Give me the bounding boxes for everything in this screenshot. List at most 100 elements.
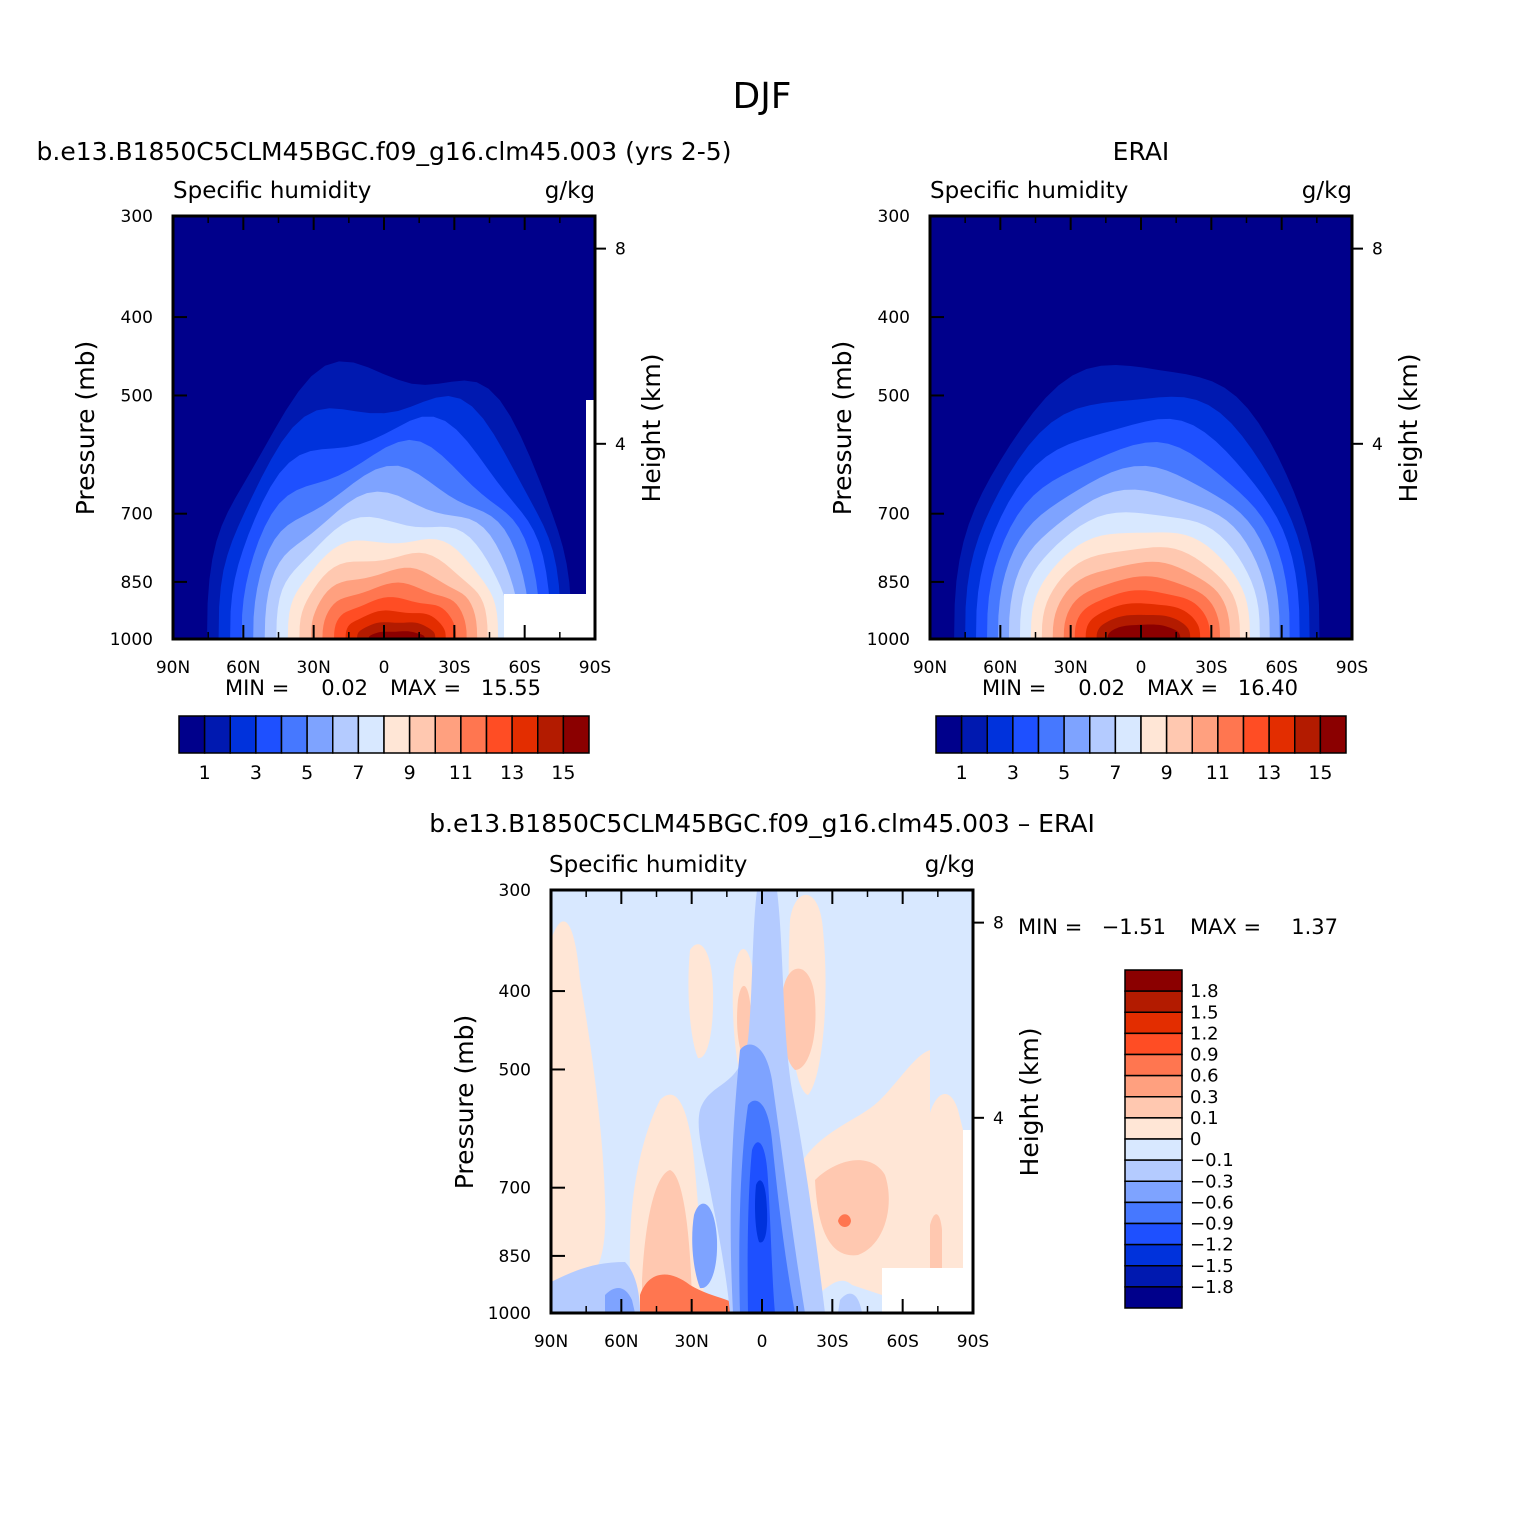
colorbar-swatch [1124,1159,1183,1182]
colorbar-label: 11 [449,762,473,784]
colorbar-swatch [1037,715,1065,754]
missing-data-patch [882,1268,973,1313]
y-tick-label: 300 [878,207,910,227]
x-tick-label: 30N [296,658,330,678]
colorbar-swatch [1124,1243,1183,1267]
colorbar-label: 15 [1308,762,1332,784]
colorbar-swatch [1191,715,1219,754]
y-axis: 300 400 500 700 850 1000 [867,207,944,650]
colorbar: 1 3 5 7 9 11 13 15 [935,715,1347,784]
height-axis-label: Height (km) [1394,354,1423,503]
colorbar-swatch [1124,1117,1183,1140]
min-label: MIN = [225,676,289,700]
colorbar-swatch [1242,715,1270,754]
colorbar-label: 3 [250,762,262,784]
y-tick-label: 500 [499,1060,531,1080]
colorbar-label: 0.6 [1190,1066,1219,1087]
colorbar-label: −0.3 [1190,1171,1234,1192]
height-axis: 84 [595,240,626,455]
x-tick-label: 60N [604,1332,638,1352]
panel-diff: b.e13.B1850C5CLM45BGC.f09_g16.clm45.003 … [429,809,1338,1352]
colorbar-label: −1.2 [1190,1235,1234,1256]
height-axis: 84 [1352,240,1383,455]
variable-label: Specific humidity [549,852,747,878]
colorbar-swatch [1124,1222,1183,1246]
panel-title: b.e13.B1850C5CLM45BGC.f09_g16.clm45.003 … [37,137,732,166]
colorbar-swatch [1124,969,1183,992]
x-axis: 90N 60N 30N 0 30S 60S 90S [156,216,611,678]
y-tick-label: 850 [121,573,153,593]
y-tick-label: 500 [121,386,153,406]
colorbar-label: 0 [1190,1129,1201,1150]
colorbar-swatch [460,715,488,754]
contour-field [173,216,595,639]
panel-title: ERAI [1113,137,1170,166]
height-tick-label: 4 [1372,435,1383,455]
y-tick-label: 850 [499,1247,531,1267]
max-value: 1.37 [1291,915,1338,939]
x-tick-label: 90S [579,658,611,678]
positive-anomaly-region [930,1214,942,1268]
colorbar-swatch [485,715,513,754]
colorbar-label: 1.5 [1190,1002,1219,1023]
colorbar-swatch [1124,1201,1183,1225]
colorbar-label: 11 [1206,762,1230,784]
x-tick-label: 60S [508,658,540,678]
max-label: MAX = [1190,915,1261,939]
colorbar-label: 5 [301,762,313,784]
colorbar-swatch [562,715,590,754]
colorbar-swatch [1165,715,1193,754]
height-tick-label: 4 [615,435,626,455]
colorbar-label: 9 [1161,762,1173,784]
x-tick-label: 30N [674,1332,708,1352]
positive-anomaly-region [838,1214,851,1227]
colorbar: 1 3 5 7 9 11 13 15 [178,715,590,784]
colorbar-swatch [1140,715,1168,754]
negative-anomaly-region [755,1180,768,1243]
colorbar-swatch [935,715,963,754]
contour-field [930,216,1352,639]
min-value: 0.02 [321,676,368,700]
x-tick-label: 90N [156,658,190,678]
colorbar-label: 5 [1058,762,1070,784]
positive-anomaly-region [815,1160,889,1256]
max-label: MAX = [390,676,461,700]
missing-data-strip [963,1130,973,1313]
colorbar-swatch [229,715,257,754]
positive-anomaly-region [782,968,816,1070]
colorbar-swatch [1124,1032,1183,1056]
panel-title: b.e13.B1850C5CLM45BGC.f09_g16.clm45.003 … [429,809,1095,838]
colorbar-swatch [1124,1074,1183,1098]
colorbar-swatch [1217,715,1245,754]
units-label: g/kg [925,852,975,878]
colorbar-label: 1 [199,762,211,784]
colorbar-swatch [203,715,231,754]
contour-field [551,890,973,1313]
x-tick-label: 0 [1136,658,1147,678]
colorbar-label: −1.8 [1190,1277,1234,1298]
colorbar-swatch [1124,1011,1183,1035]
x-axis: 90N 60N 30N 0 30S 60S 90S [913,216,1368,678]
colorbar-label: 3 [1007,762,1019,784]
colorbar-label: 0.3 [1190,1087,1219,1108]
x-tick-label: 0 [379,658,390,678]
colorbar-label: 1.8 [1190,981,1219,1002]
y-axis-label: Pressure (mb) [828,341,857,515]
x-axis: 90N 60N 30N 0 30S 60S 90S [534,890,989,1352]
y-axis: 300 400 500 700 850 1000 [110,207,187,650]
positive-anomaly-region [688,944,714,1059]
y-tick-label: 700 [878,505,910,525]
x-tick-label: 30S [438,658,470,678]
colorbar-label: −0.1 [1190,1150,1234,1171]
x-tick-label: 30S [1195,658,1227,678]
y-tick-label: 400 [878,308,910,328]
y-tick-label: 850 [878,573,910,593]
negative-anomaly-region [605,1288,635,1313]
x-tick-label: 90S [1336,658,1368,678]
y-tick-label: 1000 [867,630,910,650]
min-value: 0.02 [1078,676,1125,700]
colorbar-swatch [960,715,988,754]
y-tick-label: 1000 [110,630,153,650]
x-tick-label: 90N [913,658,947,678]
colorbar-swatch [306,715,334,754]
